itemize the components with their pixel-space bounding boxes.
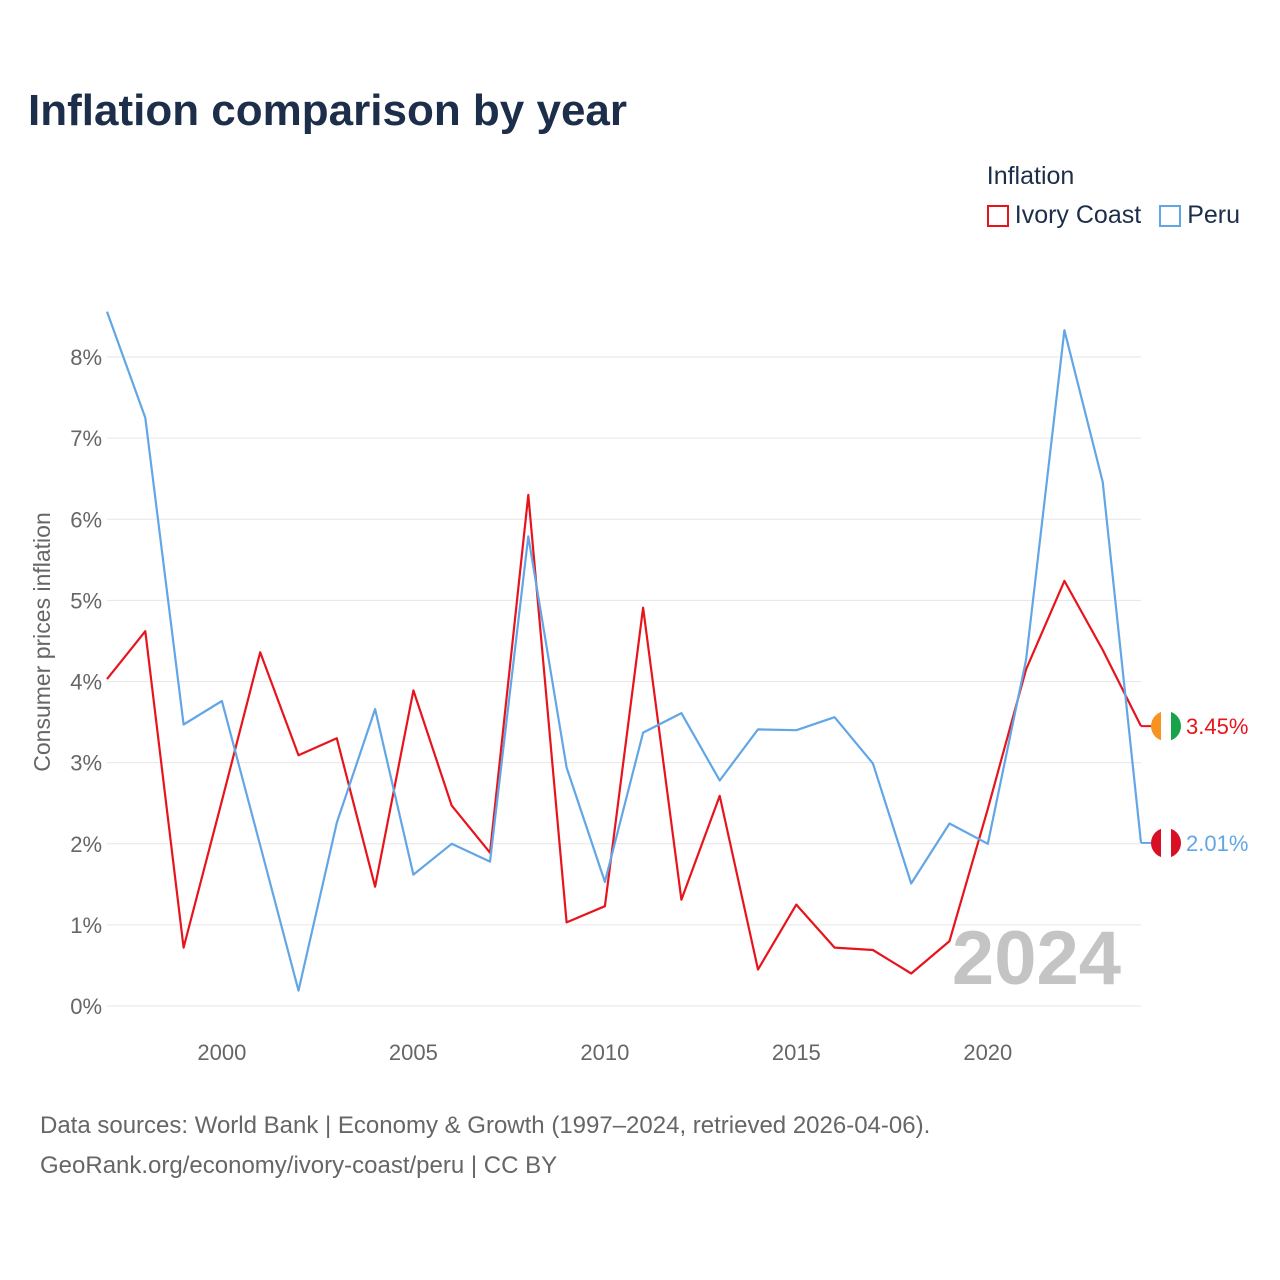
y-tick-label-1: 1% xyxy=(70,913,102,938)
y-tick-label-8: 8% xyxy=(70,345,102,370)
x-tick-label-2005: 2005 xyxy=(389,1040,438,1065)
legend-item-ivory-coast[interactable]: Ivory Coast xyxy=(986,201,1142,230)
y-tick-label-0: 0% xyxy=(70,994,102,1019)
y-tick-label-2: 2% xyxy=(70,832,102,857)
footer: Data sources: World Bank | Economy & Gro… xyxy=(40,1106,930,1186)
attribution-text: GeoRank.org/economy/ivory-coast/peru | C… xyxy=(40,1152,558,1179)
legend-title: Inflation xyxy=(986,162,1075,190)
peru-flag-icon xyxy=(1151,827,1181,858)
year-watermark: 2024 xyxy=(952,916,1121,1001)
chart-title: Inflation comparison by year xyxy=(28,86,628,135)
series-line-peru xyxy=(105,311,1143,992)
legend-swatch-ivory-coast xyxy=(986,204,1009,227)
y-tick-label-5: 5% xyxy=(70,588,102,613)
x-tick-label-2020: 2020 xyxy=(963,1040,1012,1065)
y-tick-label-3: 3% xyxy=(70,751,102,776)
x-tick-label-2000: 2000 xyxy=(197,1040,246,1065)
legend-label-peru: Peru xyxy=(1187,201,1240,229)
legend-label-ivory-coast: Ivory Coast xyxy=(1014,201,1142,229)
y-tick-label-6: 6% xyxy=(70,507,102,532)
legend-item-peru[interactable]: Peru xyxy=(1159,201,1240,230)
data-source-text: Data sources: World Bank | Economy & Gro… xyxy=(40,1112,931,1139)
x-tick-label-2010: 2010 xyxy=(580,1040,629,1065)
x-tick-label-2015: 2015 xyxy=(772,1040,821,1065)
y-axis-label: Consumer prices inflation xyxy=(29,512,55,772)
ivory-coast-flag-icon xyxy=(1151,711,1181,742)
legend-swatch-peru xyxy=(1159,204,1182,227)
series-line-ivory-coast xyxy=(106,493,1142,975)
end-label-peru: 2.01% xyxy=(1186,831,1248,856)
y-tick-label-7: 7% xyxy=(70,426,102,451)
legend: Inflation Ivory Coast Peru xyxy=(986,162,1240,230)
end-label-ivory-coast: 3.45% xyxy=(1186,714,1248,739)
y-tick-label-4: 4% xyxy=(70,670,102,695)
